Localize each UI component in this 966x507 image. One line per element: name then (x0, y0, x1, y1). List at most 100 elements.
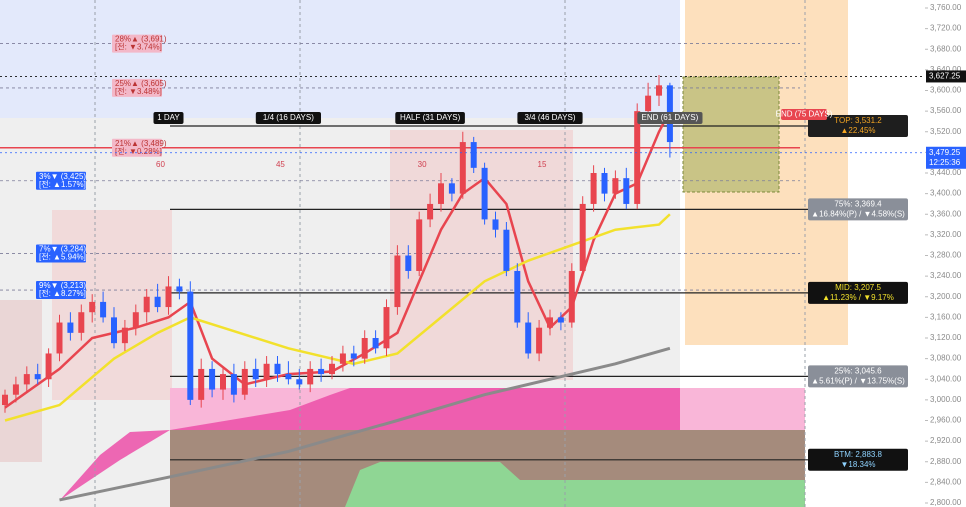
candle-body (154, 296, 161, 308)
price-tag-bg (926, 70, 966, 83)
target-label: 7%▼ (3,284) (39, 245, 86, 254)
target-label-bg (36, 171, 86, 190)
candle-body (23, 374, 30, 385)
target-label-bg (112, 138, 162, 157)
level-sublabel: ▲11.23% / ▼9.17% (822, 293, 894, 302)
level-label: 25%: 3,045.6 (834, 366, 882, 375)
target-label-bg (36, 281, 86, 300)
candle-body (383, 307, 390, 349)
candle-body (568, 270, 575, 323)
y-tick-label: 3,400.00 (930, 189, 962, 198)
candle-body (67, 322, 74, 333)
countdown: 30 (418, 160, 427, 169)
y-tick-label: 3,360.00 (930, 209, 962, 218)
candle-body (492, 219, 499, 230)
y-tick-label: 3,320.00 (930, 230, 962, 239)
candle-body (209, 368, 216, 390)
time-marker-bg (395, 112, 465, 124)
cloud-magenta (0, 388, 680, 507)
y-tick-label: 2,920.00 (930, 436, 962, 445)
countdown: 15 (538, 160, 547, 169)
candle-body (263, 363, 270, 380)
y-tick-label: 3,520.00 (930, 127, 962, 136)
target-label: 28%▲ (3,691) (115, 35, 167, 44)
time-marker-bg (637, 112, 703, 124)
y-tick-label: 3,000.00 (930, 395, 962, 404)
y-tick-label: 3,640.00 (930, 65, 962, 74)
candle-body (111, 317, 117, 344)
candle-body (623, 178, 630, 204)
candle-body (470, 142, 477, 168)
candle-body (296, 379, 303, 385)
candle-body (503, 229, 510, 271)
level-label-bg (808, 198, 908, 221)
candle-body (121, 327, 128, 344)
y-tick-label: 3,720.00 (930, 24, 962, 33)
time-marker-label: 3/4 (46 DAYS) (525, 113, 576, 122)
level-label-bg (808, 114, 908, 137)
time-marker-bg (153, 112, 184, 124)
candle-body (557, 317, 564, 323)
level-sublabel: ▲5.61%(P) / ▼13.75%(S) (811, 376, 905, 385)
candle-body (427, 203, 434, 220)
target-sublabel: [전: ▲1.57%] (39, 179, 86, 189)
end-marker-label: END (75 DAYS) (776, 110, 833, 119)
candle-body (230, 374, 237, 395)
target-sublabel: [전: ▼0.28%] (115, 146, 162, 156)
moving-average (59, 346, 671, 502)
target-label-bg (36, 244, 86, 263)
time-marker-label: 1 DAY (157, 113, 180, 122)
y-tick-label: 2,960.00 (930, 416, 962, 425)
candle-body (459, 142, 466, 194)
candle-body (612, 178, 619, 194)
candle-body (350, 353, 357, 359)
upper-zone (0, 0, 680, 118)
target-label: 21%▲ (3,489) (115, 139, 167, 148)
y-tick-label: 3,080.00 (930, 354, 962, 363)
candle-body (547, 317, 553, 328)
level-label-bg (808, 448, 908, 471)
candle-body (198, 368, 205, 400)
candle-body (656, 85, 662, 96)
candle-body (187, 291, 194, 400)
target-sublabel: [전: ▲5.94%] (39, 252, 86, 262)
candle-body (45, 353, 52, 380)
level-label: TOP: 3,531.2 (834, 116, 882, 125)
candle-body (438, 183, 444, 204)
candle-body (448, 183, 455, 194)
candle-body (536, 327, 543, 354)
target-label-bg (112, 34, 162, 53)
y-tick-label: 3,280.00 (930, 251, 962, 260)
level-sublabel: ▲22.45% (840, 126, 875, 135)
candle-body (361, 338, 368, 359)
level-label: BTM: 2,883.8 (834, 450, 883, 459)
cloud-green (345, 462, 805, 507)
candle-body (78, 312, 85, 333)
candle-body (285, 374, 292, 380)
zone-box (0, 300, 42, 462)
target-label: 9%▼ (3,213) (39, 281, 86, 290)
candle-body (394, 255, 401, 308)
moving-average (4, 213, 671, 422)
moving-average (4, 110, 672, 409)
time-marker-label: END (61 DAYS) (642, 113, 699, 122)
y-tick-label: 3,200.00 (930, 292, 962, 301)
level-label: 75%: 3,369.4 (834, 200, 882, 209)
candle-body (579, 203, 586, 271)
price-tag-sub: 12:25:36 (929, 158, 961, 167)
candle-body (318, 368, 325, 375)
y-tick-label: 2,800.00 (930, 498, 962, 507)
time-marker-label: HALF (31 DAYS) (400, 113, 461, 122)
y-tick-label: 3,600.00 (930, 86, 962, 95)
y-tick-label: 3,240.00 (930, 271, 962, 280)
countdown: 60 (156, 160, 165, 169)
candle-body (525, 322, 532, 354)
candle-body (274, 363, 281, 375)
y-tick-label: 3,040.00 (930, 374, 962, 383)
candle-body (241, 368, 248, 395)
candle-body (514, 270, 521, 323)
candle-body (372, 338, 379, 349)
candle-body (143, 296, 150, 313)
target-label-bg (112, 78, 162, 97)
